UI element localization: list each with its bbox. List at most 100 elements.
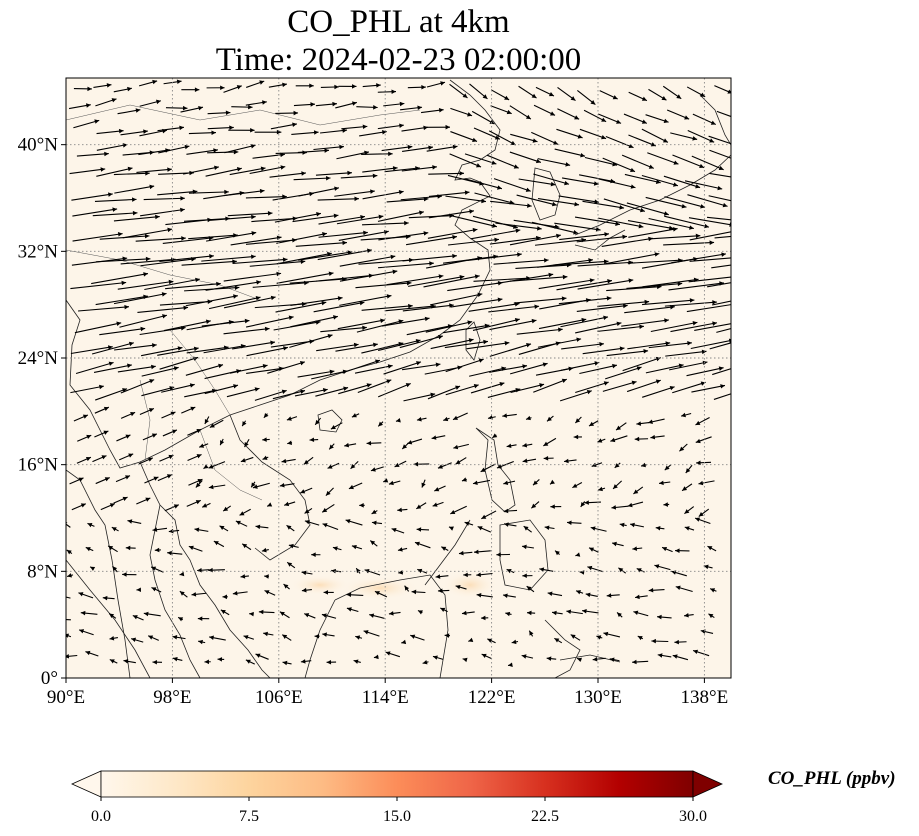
wind-arrow-shaft [70, 346, 113, 355]
wind-arrow-shaft [383, 361, 422, 375]
wind-arrow-head [654, 252, 660, 257]
wind-arrow-head [496, 552, 501, 557]
wind-arrow-shaft [75, 361, 114, 375]
wind-arrow-shaft [143, 197, 185, 201]
wind-arrow-head [369, 613, 375, 618]
x-tick-label: 122°E [468, 687, 516, 708]
wind-arrow-shaft [338, 383, 372, 395]
wind-arrow-shaft [624, 173, 661, 184]
wind-arrow-head [300, 259, 306, 264]
wind-arrow-head [762, 259, 767, 263]
wind-arrow-shaft [276, 252, 332, 265]
wind-arrow-head [431, 435, 437, 440]
wind-arrow-head [590, 100, 596, 105]
wind-arrow-head [151, 433, 157, 438]
wind-arrow-head [570, 96, 576, 101]
wind-arrow-head [589, 421, 595, 426]
wind-arrow-head [251, 231, 257, 236]
wind-arrow-shaft [575, 322, 622, 334]
wind-arrow-head [615, 221, 620, 226]
wind-arrow-shaft [533, 378, 567, 393]
wind-arrow-head [473, 549, 479, 555]
wind-arrow-head [664, 465, 670, 471]
wind-arrow-shaft [78, 306, 130, 312]
wind-arrow-head [67, 573, 72, 578]
wind-arrow-head [103, 430, 109, 435]
wind-arrow-shaft [120, 258, 176, 265]
wind-arrow-head [123, 659, 129, 664]
wind-arrow-head [416, 527, 422, 532]
wind-arrow-shaft [713, 393, 731, 400]
wind-arrow-shaft [386, 275, 444, 286]
wind-arrow-head [325, 175, 331, 181]
wind-arrow-shaft [313, 146, 344, 151]
wind-arrow-head [111, 98, 117, 103]
wind-arrow-head [195, 277, 200, 283]
wind-arrow-head [428, 145, 433, 150]
wind-arrow-head [410, 634, 416, 639]
wind-arrow-head [154, 547, 160, 553]
wind-arrow-shaft [117, 365, 156, 373]
wind-arrow-head [251, 214, 256, 220]
wind-arrow-head [478, 358, 484, 363]
wind-arrow-head [366, 440, 372, 446]
wind-arrow-head [699, 163, 705, 169]
wind-arrow-shaft [386, 198, 429, 203]
wind-arrow-head [606, 296, 612, 301]
wind-arrow-shaft [533, 173, 570, 185]
wind-arrow-head [322, 507, 328, 513]
wind-arrow-shaft [496, 273, 554, 285]
wind-arrow-shaft [232, 258, 288, 264]
wind-arrow-head [531, 503, 537, 509]
wind-arrow-head [199, 443, 205, 448]
wind-arrow-shaft [406, 324, 453, 336]
wind-arrow-head [118, 128, 124, 134]
wind-arrow-shaft [427, 228, 478, 239]
wind-arrow-head [655, 356, 661, 362]
wind-arrow-head [550, 479, 555, 485]
wind-arrow-head [131, 197, 137, 202]
wind-arrow-shaft [488, 130, 516, 146]
wind-arrow-shaft [315, 172, 352, 176]
wind-arrow-head [132, 210, 138, 216]
wind-arrow-shaft [316, 343, 359, 352]
wind-arrow-shaft [71, 193, 113, 201]
wind-arrow-head [663, 211, 669, 216]
wind-arrow-head [695, 420, 701, 425]
wind-arrow-shaft [648, 342, 692, 349]
wind-arrow-shaft [140, 258, 196, 267]
wind-arrow-shaft [357, 379, 392, 394]
wind-arrow-head [209, 423, 215, 428]
wind-arrow-head [156, 99, 161, 105]
wind-arrow-head [309, 339, 315, 344]
wind-arrow-shaft [232, 341, 276, 350]
wind-arrow-head [127, 86, 132, 92]
wind-arrow-shaft [320, 326, 367, 333]
wind-arrow-head [262, 100, 267, 105]
wind-arrow-head [438, 274, 444, 279]
wind-arrow-head [220, 440, 225, 446]
wind-arrow-shaft [647, 152, 679, 165]
wind-arrow-head [404, 585, 410, 591]
wind-arrow-head [264, 574, 269, 579]
wind-arrow-shaft [72, 208, 118, 217]
wind-arrow-shaft [210, 216, 256, 221]
wind-arrow-head [327, 333, 333, 339]
wind-arrow-shaft [488, 305, 540, 313]
wind-arrow-head [300, 489, 306, 494]
wind-arrow-head [663, 118, 669, 124]
wind-arrow-head [356, 568, 361, 574]
wind-arrow-head [712, 300, 717, 305]
wind-arrow-shaft [402, 363, 441, 371]
wind-arrow-head [429, 261, 434, 266]
wind-arrow-head [661, 95, 667, 101]
wind-arrow-head [604, 232, 609, 237]
wind-arrow-head [374, 591, 380, 596]
wind-arrow-head [598, 486, 603, 492]
wind-arrow-shaft [510, 362, 548, 375]
wind-arrow-shaft [339, 255, 396, 267]
wind-arrow-head [236, 85, 242, 90]
wind-arrow-head [648, 419, 653, 424]
wind-vector-field [66, 79, 767, 667]
wind-arrow-head [172, 657, 178, 662]
